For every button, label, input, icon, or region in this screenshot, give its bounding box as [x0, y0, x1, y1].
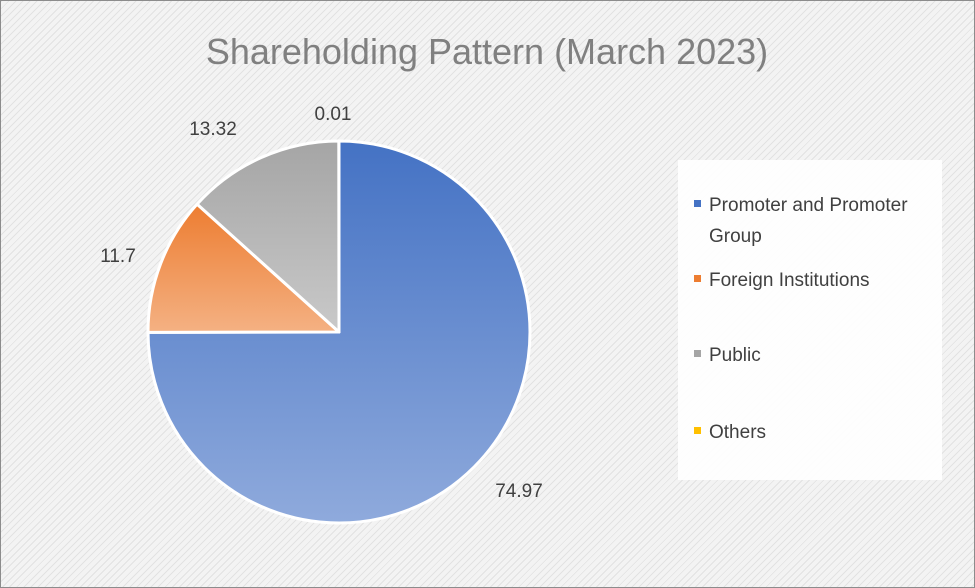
legend-label-promoter: Promoter and Promoter — [709, 195, 908, 216]
data-label-foreign-institutions: 11.7 — [100, 246, 136, 267]
legend-marker-others — [694, 427, 701, 434]
data-label-public: 13.32 — [189, 119, 237, 140]
legend-label-promoter-line2: Group — [709, 226, 762, 247]
legend: Promoter and Promoter Group Foreign Inst… — [694, 195, 908, 443]
data-label-promoter: 74.97 — [495, 481, 543, 502]
slice-promoter — [146, 139, 532, 525]
legend-label-public: Public — [709, 345, 761, 366]
legend-marker-public — [694, 350, 701, 357]
data-label-others: 0.01 — [315, 104, 352, 125]
slice-foreign-institutions — [146, 202, 341, 334]
pie-slices — [146, 139, 532, 525]
slice-public — [195, 139, 341, 334]
chart-title: Shareholding Pattern (March 2023) — [206, 31, 768, 72]
data-labels: 74.97 11.7 13.32 0.01 — [100, 104, 543, 502]
legend-marker-foreign — [694, 275, 701, 282]
legend-box — [678, 160, 942, 480]
legend-label-foreign: Foreign Institutions — [709, 270, 870, 291]
legend-marker-promoter — [694, 200, 701, 207]
legend-label-others: Others — [709, 422, 766, 443]
